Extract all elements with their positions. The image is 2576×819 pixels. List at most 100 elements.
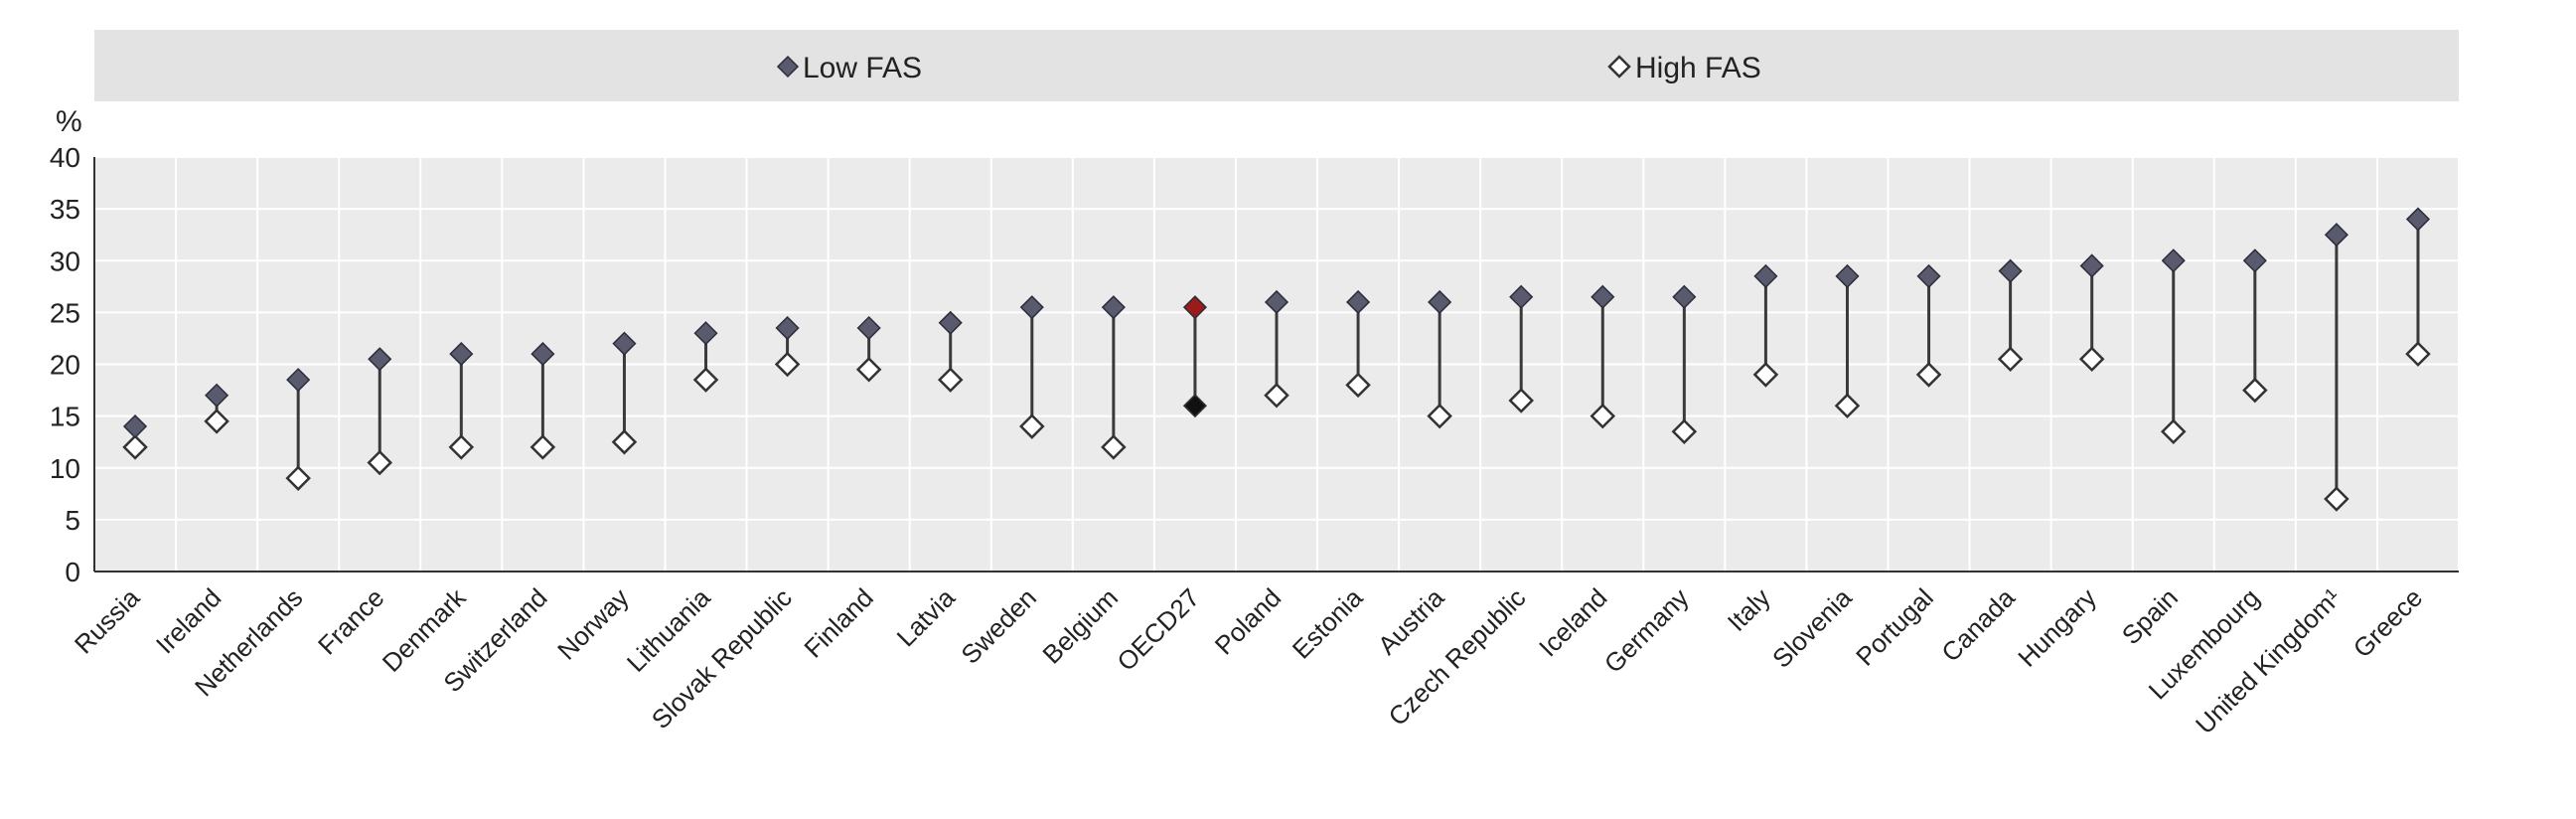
x-tick-label: Ireland <box>150 582 227 659</box>
data-point-high-fas <box>1264 383 1289 409</box>
data-point-high-fas <box>937 367 964 393</box>
x-tick-label: Portugal <box>1850 582 1939 672</box>
x-tick-label: Slovak Republic <box>646 582 798 735</box>
data-point-high-fas <box>2160 418 2187 445</box>
data-point-low-fas <box>1428 289 1452 315</box>
data-point-high-fas <box>285 465 311 491</box>
x-tick-label: OECD27 <box>1111 582 1205 677</box>
y-tick-label: 40 <box>50 142 80 173</box>
x-tick-label: Germany <box>1598 582 1695 679</box>
y-tick-label: 15 <box>50 402 80 432</box>
x-tick-label: United Kingdom¹ <box>2190 582 2347 739</box>
y-tick-label: 10 <box>50 453 80 484</box>
data-point-low-fas <box>2405 207 2431 232</box>
data-point-low-fas <box>2161 248 2186 273</box>
data-point-high-fas <box>1019 413 1045 439</box>
y-tick-label: 20 <box>50 350 80 381</box>
data-point-high-fas <box>1915 362 1942 388</box>
x-tick-label: Iceland <box>1533 582 1612 662</box>
x-tick-label: Hungary <box>2012 582 2102 673</box>
data-point-high-fas <box>2078 346 2105 373</box>
data-point-high-fas <box>122 434 148 460</box>
data-point-low-fas <box>1182 295 1207 320</box>
legend-label-low-fas: Low FAS <box>803 52 922 84</box>
data-point-high-fas <box>367 449 393 476</box>
data-point-low-fas <box>1753 263 1778 288</box>
data-point-low-fas <box>2324 223 2349 247</box>
x-tick-label: Italy <box>1722 582 1776 637</box>
legend-background <box>94 30 2459 101</box>
data-point-high-fas <box>204 409 229 434</box>
data-point-low-fas <box>938 310 963 335</box>
legend-marker-low-fas <box>776 55 800 79</box>
data-point-high-fas <box>1182 394 1207 418</box>
data-point-low-fas <box>1509 284 1534 309</box>
y-tick-label: 30 <box>50 246 80 276</box>
data-point-low-fas <box>122 413 148 439</box>
data-point-high-fas <box>448 434 475 460</box>
data-point-high-fas <box>1427 403 1452 429</box>
data-point-high-fas <box>1101 434 1127 460</box>
data-point-high-fas <box>1834 393 1861 418</box>
data-point-high-fas <box>530 434 556 460</box>
x-tick-label: Austria <box>1372 582 1450 661</box>
x-tick-label: Estonia <box>1287 582 1369 665</box>
data-point-low-fas <box>368 347 392 372</box>
legend: Low FAS High FAS <box>94 30 2459 101</box>
data-point-high-fas <box>611 428 638 455</box>
data-point-low-fas <box>775 315 800 341</box>
data-point-low-fas <box>1591 284 1615 309</box>
y-axis-label: % <box>56 105 82 138</box>
data-point-low-fas <box>2242 248 2267 273</box>
data-point-high-fas <box>2405 341 2431 367</box>
data-point-low-fas <box>2079 253 2104 278</box>
x-tick-label: Czech Republic <box>1382 582 1531 732</box>
y-tick-label: 25 <box>50 297 80 328</box>
data-point-low-fas <box>612 331 637 356</box>
legend-label-high-fas: High FAS <box>1635 52 1761 84</box>
x-tick-label: Finland <box>798 582 879 664</box>
data-point-low-fas <box>1998 258 2023 283</box>
data-point-high-fas <box>1752 362 1779 388</box>
x-tick-label: France <box>312 582 389 660</box>
data-point-high-fas <box>2324 486 2349 512</box>
data-point-low-fas <box>1101 295 1126 320</box>
data-point-high-fas <box>2242 377 2268 404</box>
y-tick-label: 35 <box>50 194 80 225</box>
x-tick-label: Greece <box>2348 582 2429 664</box>
x-tick-label: Sweden <box>955 582 1042 670</box>
data-point-high-fas <box>1590 403 1616 429</box>
x-tick-label: Slovenia <box>1766 582 1858 674</box>
x-tick-label: Latvia <box>891 582 962 653</box>
x-tick-label: Russia <box>69 582 146 660</box>
plot-area <box>93 156 2460 573</box>
data-point-high-fas <box>855 356 882 383</box>
x-tick-label: Spain <box>2116 582 2184 650</box>
data-point-high-fas <box>1345 372 1371 399</box>
data-point-low-fas <box>693 321 718 346</box>
data-point-high-fas <box>1997 346 2024 373</box>
data-point-low-fas <box>530 342 555 367</box>
data-point-high-fas <box>1508 388 1534 413</box>
data-point-low-fas <box>1835 263 1860 288</box>
data-point-low-fas <box>1916 263 1941 288</box>
data-point-low-fas <box>449 342 474 367</box>
x-tick-label: Canada <box>1935 582 2021 668</box>
data-point-low-fas <box>856 315 881 341</box>
data-point-high-fas <box>774 351 801 378</box>
data-point-low-fas <box>1346 289 1371 315</box>
data-point-high-fas <box>1671 418 1698 445</box>
data-point-low-fas <box>1019 295 1044 320</box>
y-tick-label: 5 <box>65 505 80 536</box>
legend-marker-high-fas <box>1607 55 1631 79</box>
x-tick-label: Norway <box>551 582 635 666</box>
data-point-low-fas <box>1672 284 1697 309</box>
data-point-high-fas <box>692 367 719 393</box>
y-tick-label: 0 <box>65 557 80 587</box>
data-point-low-fas <box>286 368 311 393</box>
data-point-low-fas <box>205 383 229 408</box>
x-tick-label: Poland <box>1209 582 1287 660</box>
data-point-low-fas <box>1264 289 1289 315</box>
